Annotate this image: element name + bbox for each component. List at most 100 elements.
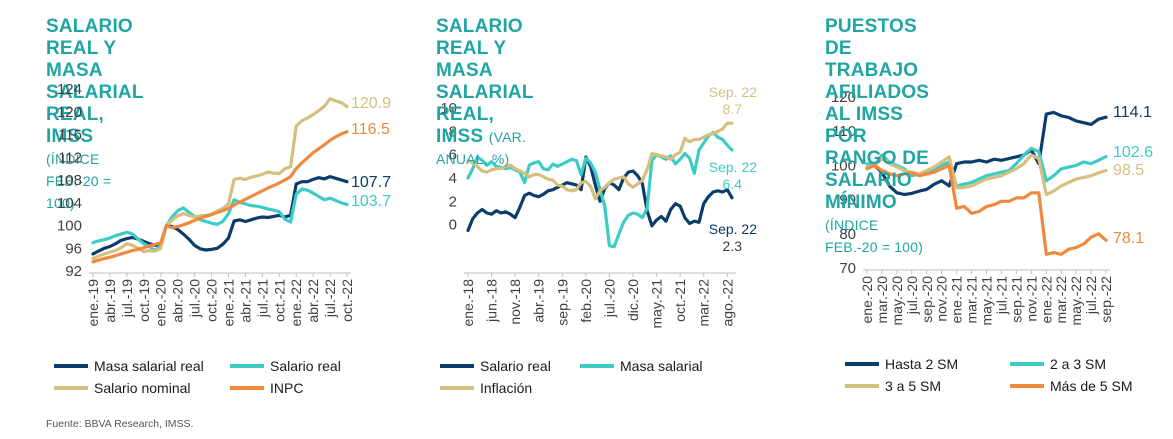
x-tick-label: feb.-20 bbox=[578, 279, 594, 323]
chart-3-title-line-3-wrap: MÍNIMO (ÍNDICE FEB.-20 = 100) bbox=[825, 192, 929, 258]
x-tick-label: ene.-18 bbox=[460, 279, 476, 327]
chart-2-title-line-2: REAL, IMSS bbox=[436, 104, 494, 147]
series-line bbox=[865, 153, 1108, 197]
x-tick-label: mar.-22 bbox=[696, 279, 712, 327]
annotation-value: 8.7 bbox=[723, 101, 743, 117]
end-value-label: 114.1 bbox=[1113, 104, 1152, 121]
annotation-date: Sep. 22 bbox=[709, 159, 757, 175]
x-tick-label: oct.-21 bbox=[672, 279, 688, 322]
legend-swatch bbox=[54, 364, 88, 368]
legend-swatch bbox=[1010, 362, 1044, 366]
y-tick-label: 80 bbox=[839, 226, 856, 243]
legend-swatch bbox=[230, 386, 264, 390]
legend-item-3a5sm: 3 a 5 SM bbox=[845, 378, 941, 394]
series-line bbox=[91, 187, 349, 253]
x-tick-label: sep.-21 bbox=[1008, 276, 1024, 323]
x-tick-label: sep.-22 bbox=[1098, 276, 1114, 323]
x-tick-label: jul.-21 bbox=[254, 279, 270, 318]
x-tick-label: jul.-20 bbox=[601, 279, 617, 318]
x-tick-label: may.-22 bbox=[1068, 276, 1084, 326]
y-tick-label: 124 bbox=[57, 81, 82, 98]
x-tick-label: may.-21 bbox=[979, 276, 995, 326]
legend-item-inflacion: Inflación bbox=[440, 380, 532, 396]
series-line bbox=[466, 155, 734, 233]
chart-1-subtitle: (ÍNDICE FEB.-20 = 100) bbox=[46, 151, 112, 211]
chart-1-title-line-2: SALARIAL REAL, IMSS bbox=[46, 82, 144, 147]
chart-3-title-line-3: MÍNIMO bbox=[825, 192, 897, 213]
legend-item-masa-salarial: Masa salarial bbox=[580, 358, 702, 374]
legend-swatch bbox=[845, 362, 879, 366]
end-value-label: 107.7 bbox=[351, 174, 391, 191]
chart-3-title-line-2: AL IMSS POR RANGO DE SALARIO bbox=[825, 104, 929, 191]
y-tick-label: 6 bbox=[449, 147, 457, 164]
chart-2-title: SALARIO REAL Y MASA SALARIAL REAL, IMSS … bbox=[436, 16, 534, 170]
x-tick-label: nov.-20 bbox=[934, 276, 950, 322]
y-tick-label: 120 bbox=[57, 104, 82, 121]
x-tick-label: oct.-21 bbox=[271, 279, 287, 322]
x-tick-label: oct.-20 bbox=[204, 279, 220, 322]
end-value-label: 103.7 bbox=[351, 193, 391, 210]
x-tick-label: ago.-22 bbox=[719, 279, 735, 327]
legend-item-2a3sm: 2 a 3 SM bbox=[1010, 356, 1106, 372]
x-tick-label: jun.-18 bbox=[484, 279, 500, 323]
y-tick-label: 10 bbox=[440, 100, 457, 117]
legend-item-masa-salarial-real: Masa salarial real bbox=[54, 358, 204, 374]
y-tick-label: 104 bbox=[57, 195, 82, 212]
y-tick-label: 116 bbox=[58, 127, 82, 144]
legend-item-inpc: INPC bbox=[230, 380, 303, 396]
legend-label: 3 a 5 SM bbox=[885, 378, 942, 394]
x-tick-label: jul.-22 bbox=[1083, 276, 1099, 315]
x-tick-label: dic.-20 bbox=[625, 279, 641, 321]
chart-2-subtitle: (VAR. ANUAL, %) bbox=[436, 129, 527, 167]
legend-swatch bbox=[1010, 384, 1044, 388]
x-tick-label: abr.-20 bbox=[170, 279, 186, 323]
y-tick-label: 120 bbox=[831, 89, 856, 106]
series-line bbox=[865, 163, 1108, 256]
x-tick-label: ene.-22 bbox=[288, 279, 304, 327]
y-tick-label: 90 bbox=[839, 192, 856, 209]
legend-item-hasta-2sm: Hasta 2 SM bbox=[845, 356, 958, 372]
legend-label: Salario real bbox=[480, 358, 551, 374]
legend-swatch bbox=[845, 384, 879, 388]
chart-1-title: SALARIO REAL Y MASA SALARIAL REAL, IMSS … bbox=[46, 16, 143, 214]
y-tick-label: 4 bbox=[449, 170, 457, 187]
legend-label: Masa salarial real bbox=[94, 358, 204, 374]
x-tick-label: may.-20 bbox=[889, 276, 905, 326]
x-tick-label: mar.-22 bbox=[1053, 276, 1069, 324]
x-tick-label: jul.-20 bbox=[187, 279, 203, 318]
series-line bbox=[91, 175, 349, 256]
end-value-label: 78.1 bbox=[1113, 230, 1144, 247]
legend-item-mas5sm: Más de 5 SM bbox=[1010, 378, 1132, 394]
source-note: Fuente: BBVA Research, IMSS. bbox=[46, 418, 194, 430]
x-tick-label: oct.-19 bbox=[136, 279, 152, 322]
legend-swatch bbox=[440, 386, 474, 390]
x-tick-label: ene.-20 bbox=[859, 276, 875, 324]
x-tick-label: oct.-22 bbox=[339, 279, 355, 322]
chart-3-subtitle: (ÍNDICE FEB.-20 = 100) bbox=[825, 217, 924, 255]
legend-item-salario-nominal: Salario nominal bbox=[54, 380, 191, 396]
legend-swatch bbox=[230, 364, 264, 368]
legend-label: Inflación bbox=[480, 380, 533, 396]
legend-label: Salario real bbox=[270, 358, 341, 374]
x-tick-label: jul.-20 bbox=[904, 276, 920, 315]
x-tick-label: ene.-19 bbox=[85, 279, 101, 327]
end-value-label: 98.5 bbox=[1113, 162, 1144, 179]
end-value-label: 116.5 bbox=[351, 121, 390, 138]
chart-3-title: PUESTOS DE TRABAJO AFILIADOS AL IMSS POR… bbox=[825, 16, 929, 258]
legend-label: Más de 5 SM bbox=[1050, 378, 1133, 394]
x-tick-label: ene.-22 bbox=[1038, 276, 1054, 324]
legend-swatch bbox=[54, 386, 88, 390]
annotation-value: 2.3 bbox=[723, 238, 743, 254]
y-tick-label: 100 bbox=[57, 218, 82, 235]
x-tick-label: ene.-20 bbox=[153, 279, 169, 327]
end-value-label: 102.6 bbox=[1113, 144, 1153, 161]
x-tick-label: jul.-21 bbox=[993, 276, 1009, 315]
x-tick-label: abr.-21 bbox=[237, 279, 253, 323]
x-tick-label: abr.-19 bbox=[102, 279, 118, 323]
chart-2-title-line-1: SALARIO REAL Y MASA SALARIAL bbox=[436, 16, 534, 103]
x-tick-label: mar.-21 bbox=[964, 276, 980, 324]
x-tick-label: nov.-18 bbox=[507, 279, 523, 325]
chart-2-title-line-2-wrap: REAL, IMSS (VAR. ANUAL, %) bbox=[436, 104, 534, 170]
y-tick-label: 0 bbox=[449, 217, 457, 234]
